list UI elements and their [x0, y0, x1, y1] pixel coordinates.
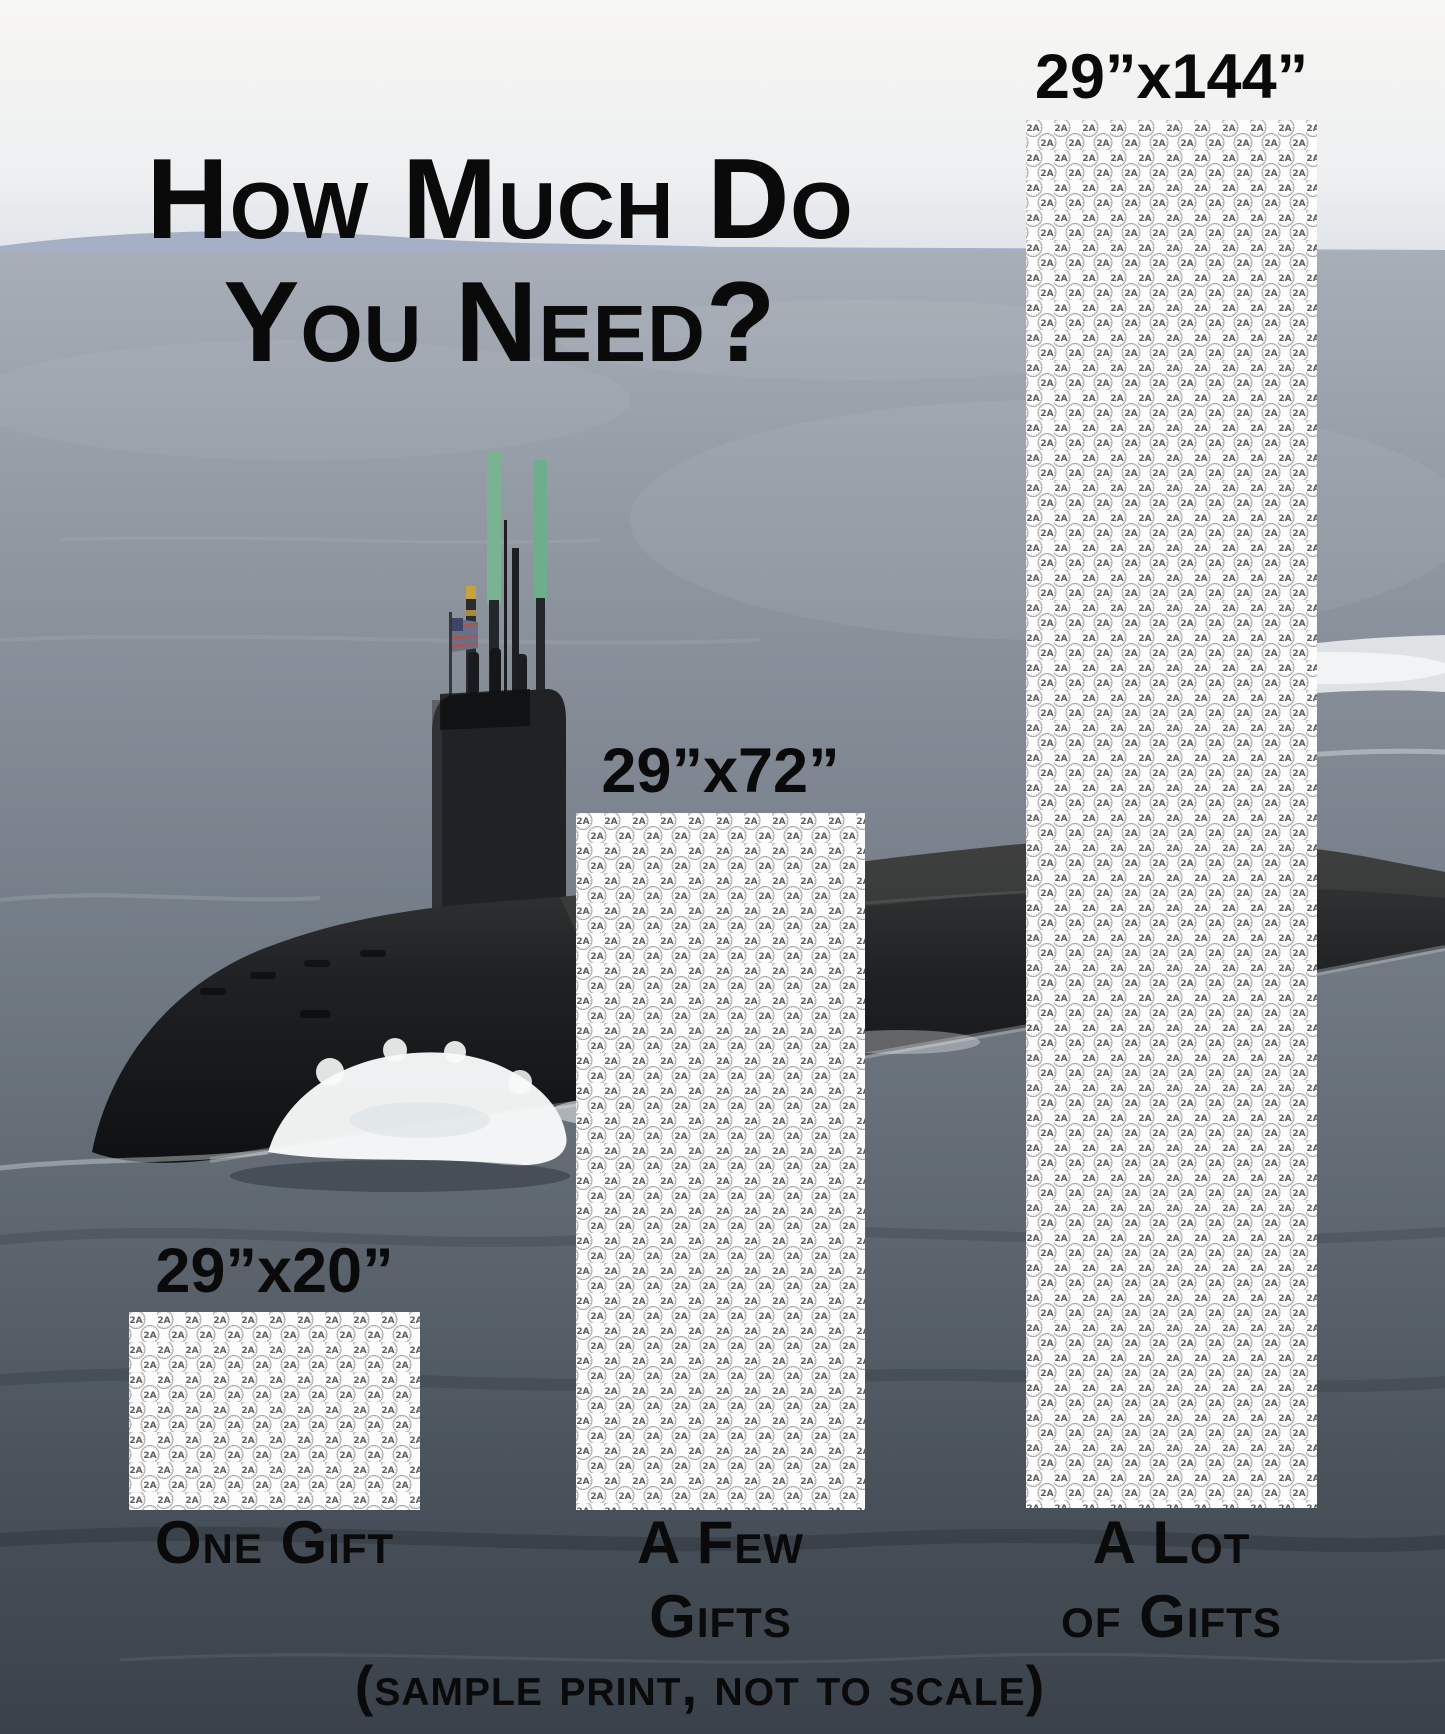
- bow-wave-foam: [0, 1038, 730, 1192]
- circular-logo-emblem-pattern-icon: [576, 813, 865, 1510]
- mast-green-2: [534, 460, 547, 602]
- caption-line-1: A Lot: [1092, 1509, 1251, 1576]
- caption-line-1: A Few: [636, 1509, 805, 1576]
- swatch-large: [1026, 120, 1317, 1508]
- mast-green-1: [487, 452, 501, 604]
- swatch-small: [129, 1312, 420, 1510]
- title-line-1: How Much Do: [146, 136, 854, 263]
- size-label-large: 29”x144”: [1034, 42, 1309, 112]
- size-label-medium: 29”x72”: [601, 736, 840, 806]
- caption-line-1: One Gift: [154, 1509, 395, 1576]
- hull-limber-holes: [200, 950, 386, 1018]
- footnote: (sample print, not to scale): [354, 1654, 1046, 1717]
- circular-logo-emblem-pattern-icon: [1026, 120, 1317, 1508]
- flag-pole: [449, 612, 452, 698]
- caption-a-few-gifts: A Few Gifts: [556, 1506, 885, 1655]
- title-line-2: You Need?: [223, 259, 777, 387]
- swatch-medium: [576, 813, 865, 1510]
- caption-a-lot-of-gifts: A Lot of Gifts: [1006, 1506, 1337, 1655]
- page-title: How Much Do You Need?: [60, 138, 940, 384]
- caption-line-2: of Gifts: [1061, 1583, 1282, 1651]
- periscope: [512, 548, 519, 700]
- caption-line-2: Gifts: [649, 1583, 792, 1651]
- size-label-small: 29”x20”: [155, 1236, 394, 1306]
- circular-logo-emblem-pattern-icon: [129, 1312, 420, 1510]
- caption-one-gift: One Gift: [109, 1506, 440, 1580]
